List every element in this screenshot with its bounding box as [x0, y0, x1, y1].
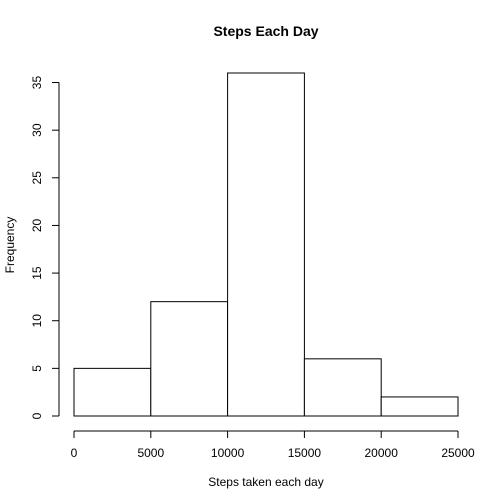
y-tick-label-8: 35	[30, 76, 44, 90]
x-axis-label: Steps taken each day	[208, 475, 323, 489]
histogram-bar-5	[380, 396, 459, 417]
chart-title: Steps Each Day	[213, 23, 318, 39]
y-tick-label-1: 0	[30, 412, 44, 419]
y-tick-label-6: 25	[30, 171, 44, 185]
x-tick-label-2: 5000	[137, 446, 164, 460]
y-tick-label-2: 5	[30, 365, 44, 372]
x-tick-label-1: 0	[71, 446, 78, 460]
y-tick-label-7: 30	[30, 123, 44, 137]
bars-group	[73, 72, 459, 417]
y-axis: 0 5 10 15 20 25 30 35	[30, 76, 60, 419]
y-axis-label: Frequency	[3, 217, 17, 274]
y-tick-label-4: 15	[30, 266, 44, 280]
histogram-bar-2	[150, 301, 229, 417]
x-tick-label-5: 20000	[365, 446, 399, 460]
x-axis: 0 5000 10000 15000 20000 25000	[71, 430, 475, 460]
x-tick-label-6: 25000	[441, 446, 475, 460]
x-tick-label-4: 15000	[288, 446, 322, 460]
y-tick-label-5: 20	[30, 218, 44, 232]
histogram-bar-4	[303, 358, 382, 417]
y-tick-label-3: 10	[30, 314, 44, 328]
histogram-bar-3	[227, 72, 305, 417]
histogram-bar-1	[73, 367, 152, 417]
x-tick-label-3: 10000	[211, 446, 245, 460]
